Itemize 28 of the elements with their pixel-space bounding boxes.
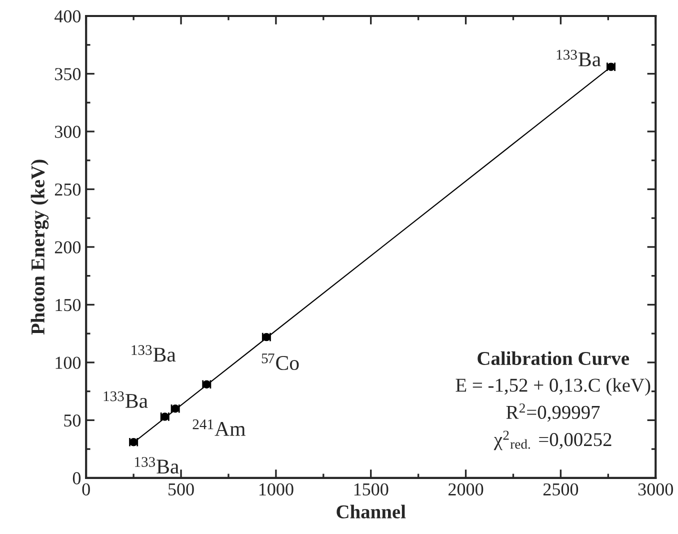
y-tick-label: 100 bbox=[56, 356, 81, 369]
x-tick-label: 2500 bbox=[543, 483, 578, 496]
annotation: R$^{2}$=0,99997 bbox=[506, 403, 600, 422]
y-tick-label: 0 bbox=[72, 472, 81, 484]
annotation: $^{133}$Ba bbox=[556, 50, 601, 66]
y-tick-label: 50 bbox=[64, 414, 81, 427]
annotation: χ$^{2}$$_{red.}$ =0,00252 bbox=[494, 430, 612, 450]
y-tick-label: 250 bbox=[54, 183, 81, 196]
x-tick-label: 500 bbox=[168, 483, 194, 496]
x-tick-label: 1000 bbox=[259, 483, 294, 496]
annotation: $^{57}$Co bbox=[262, 354, 299, 370]
y-tick-label: 200 bbox=[54, 241, 81, 254]
y-axis-title: Photon Energy (keV) bbox=[30, 160, 49, 335]
y-tick-label: 400 bbox=[54, 10, 81, 22]
annotation: Calibration Curve bbox=[478, 351, 630, 366]
annotation: $^{133}$Ba bbox=[104, 391, 148, 408]
annotation: $^{133}$Ba bbox=[132, 345, 176, 362]
y-tick-label: 300 bbox=[55, 126, 81, 138]
annotation: E = -1,52 + 0,13.C (keV) bbox=[456, 378, 650, 396]
x-tick-label: 3000 bbox=[638, 483, 673, 496]
x-tick-label: 2000 bbox=[448, 483, 484, 496]
x-tick-label: 0 bbox=[82, 483, 90, 496]
x-axis-title: Channel bbox=[336, 504, 406, 518]
x-tick-label: 1500 bbox=[354, 483, 388, 496]
annotation: $^{133}$Ba bbox=[135, 457, 179, 474]
y-tick-label: 350 bbox=[55, 68, 81, 80]
y-tick-label: 150 bbox=[56, 298, 81, 312]
annotation: $^{241}$Am bbox=[192, 419, 246, 436]
